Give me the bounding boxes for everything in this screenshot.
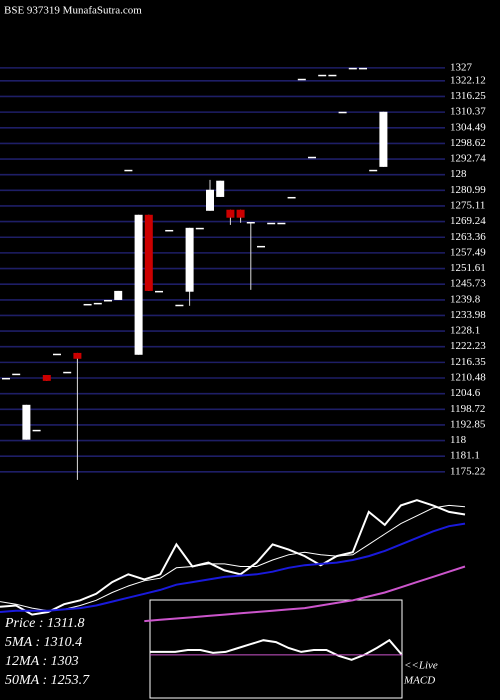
y-tick-label: 1222.23 [450,340,486,352]
candle-body [93,302,102,305]
y-tick-label: 1251.61 [450,262,486,274]
y-tick-label: 128 [450,168,467,180]
y-tick-label: 1327 [450,61,473,73]
y-tick-label: 1192.85 [450,418,486,430]
y-tick-label: 1181.1 [450,450,480,462]
y-tick-label: 1310.37 [450,106,486,118]
candle-body [328,74,337,77]
y-tick-label: 1228.1 [450,325,480,337]
candle-body [308,156,316,159]
y-tick-label: 1322.12 [450,74,486,86]
info-12ma: 12MA : 1303 [5,654,79,669]
candle-body [83,303,92,306]
candle-body [216,180,225,197]
candle-body [297,78,306,81]
y-tick-label: 1239.8 [450,293,481,305]
y-tick-label: 1275.11 [450,200,485,212]
candle-body [236,209,245,218]
candle-body [114,290,123,300]
candle-body [338,111,347,114]
macd-frame [149,599,403,699]
y-tick-label: 1210.48 [450,372,486,384]
candle-body [42,375,51,381]
candle-body [257,245,265,248]
series-line [0,522,466,613]
candle-body [277,222,286,225]
macd-label: MACD [403,675,435,687]
info-price: Price : 1311.8 [4,616,84,631]
candle-body [32,429,41,432]
candle-body [267,222,276,225]
y-tick-label: 1175.22 [450,465,485,477]
chart-title: BSE 937319 MunafaSutra.com [4,5,142,17]
y-tick-label: 1298.62 [450,137,486,149]
candle-body [134,214,143,355]
candle-body [348,67,357,70]
candle-body [22,404,31,440]
candle-body [226,209,235,218]
y-tick-label: 1316.25 [450,90,486,102]
candle-body [246,221,255,224]
candle-body [379,111,388,167]
series-line [0,499,466,616]
y-tick-label: 1292.74 [450,153,486,165]
candle-body [318,74,327,77]
series-line [150,638,403,661]
candle-body [359,67,367,70]
candle-body [175,304,184,307]
info-50ma: 50MA : 1253.7 [5,673,90,688]
series-line [0,504,466,612]
y-tick-label: 1216.35 [450,356,486,368]
y-tick-label: 1263.36 [450,231,486,243]
candle-body [104,299,112,302]
candle-body [287,196,296,199]
y-tick-label: 1304.49 [450,121,486,133]
y-tick-label: 1233.98 [450,309,486,321]
candle-body [53,353,61,356]
y-tick-label: 1280.99 [450,184,486,196]
candle-body [195,227,204,230]
candle-body [124,169,133,172]
candle-body [73,352,82,359]
candle-body [165,229,174,232]
candle-body [369,169,378,172]
y-tick-label: 1269.24 [450,215,486,227]
candle-body [12,373,21,376]
series-line [144,565,466,623]
candle-body [185,227,194,292]
y-tick-label: 118 [450,434,467,446]
candle-body [63,371,72,374]
candle-body [2,377,10,380]
info-5ma: 5MA : 1310.4 [5,635,82,650]
candle-body [206,189,214,211]
y-tick-label: 1245.73 [450,278,486,290]
y-tick-label: 1198.72 [450,403,485,415]
live-link[interactable]: <<Live [404,660,438,672]
y-tick-label: 1204.6 [450,387,481,399]
candle-body [144,214,153,291]
y-tick-label: 1257.49 [450,246,486,258]
candle-body [155,290,163,293]
